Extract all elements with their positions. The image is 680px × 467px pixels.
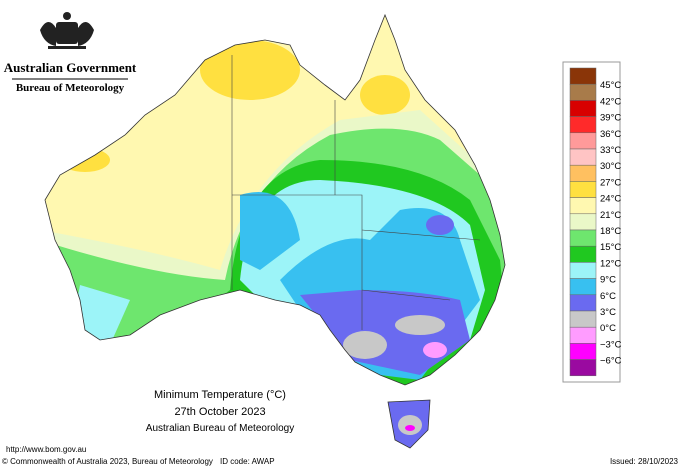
- legend-label: −6°C: [600, 356, 622, 367]
- legend-swatch: [569, 197, 597, 215]
- legend-label: 12°C: [600, 258, 621, 269]
- coastline: [44, 13, 506, 449]
- legend-label: 24°C: [600, 194, 621, 205]
- legend-swatch: [569, 148, 597, 166]
- legend: 45°C 42°C 39°C 36°C 33°C 30°C 27°C 24°C 21°C 18°C…: [569, 67, 622, 377]
- legend-label: 18°C: [600, 226, 621, 237]
- legend-swatch: [569, 181, 597, 198]
- legend-label: 39°C: [600, 113, 621, 124]
- legend-swatch: [569, 229, 597, 247]
- footer-id: ID code: AWAP: [220, 457, 275, 466]
- legend-swatch: [569, 262, 597, 279]
- legend-label: 45°C: [600, 80, 621, 91]
- government-name: Australian Government: [4, 60, 137, 75]
- legend-label: 15°C: [600, 242, 621, 253]
- legend-label: −3°C: [600, 339, 622, 350]
- legend-swatch: [569, 213, 597, 231]
- legend-swatch: [569, 294, 597, 312]
- legend-label: 33°C: [600, 145, 621, 156]
- map-date: 27th October 2023: [174, 406, 265, 418]
- legend-label: 6°C: [600, 291, 616, 302]
- map-source: Australian Bureau of Meteorology: [146, 423, 294, 434]
- legend-swatch: [569, 116, 597, 134]
- footer-copyright: © Commonwealth of Australia 2023, Bureau…: [2, 457, 213, 466]
- legend-swatch: [569, 343, 597, 360]
- legend-swatch: [569, 83, 597, 101]
- footer-url: http://www.bom.gov.au: [6, 445, 86, 454]
- legend-swatch: [569, 100, 597, 117]
- legend-label: 0°C: [600, 323, 616, 334]
- legend-swatch: [569, 67, 597, 85]
- legend-swatch: [569, 326, 597, 344]
- legend-swatch: [569, 245, 597, 263]
- map-title: Minimum Temperature (°C): [154, 389, 286, 401]
- legend-label: 42°C: [600, 96, 621, 107]
- legend-swatch: [569, 132, 597, 150]
- agency-name: Bureau of Meteorology: [16, 82, 125, 94]
- state-borders: [231, 55, 481, 330]
- legend-swatch: [569, 164, 597, 182]
- legend-swatch: [569, 278, 597, 296]
- legend-label: 9°C: [600, 275, 616, 286]
- legend-label: 30°C: [600, 161, 621, 172]
- legend-swatch: [569, 310, 597, 328]
- crest: [40, 12, 94, 49]
- legend-label: 21°C: [600, 210, 621, 221]
- legend-swatch: [569, 359, 597, 377]
- legend-label: 27°C: [600, 177, 621, 188]
- legend-label: 36°C: [600, 129, 621, 140]
- legend-label: 3°C: [600, 307, 616, 318]
- footer-issued: Issued: 28/10/2023: [610, 457, 679, 466]
